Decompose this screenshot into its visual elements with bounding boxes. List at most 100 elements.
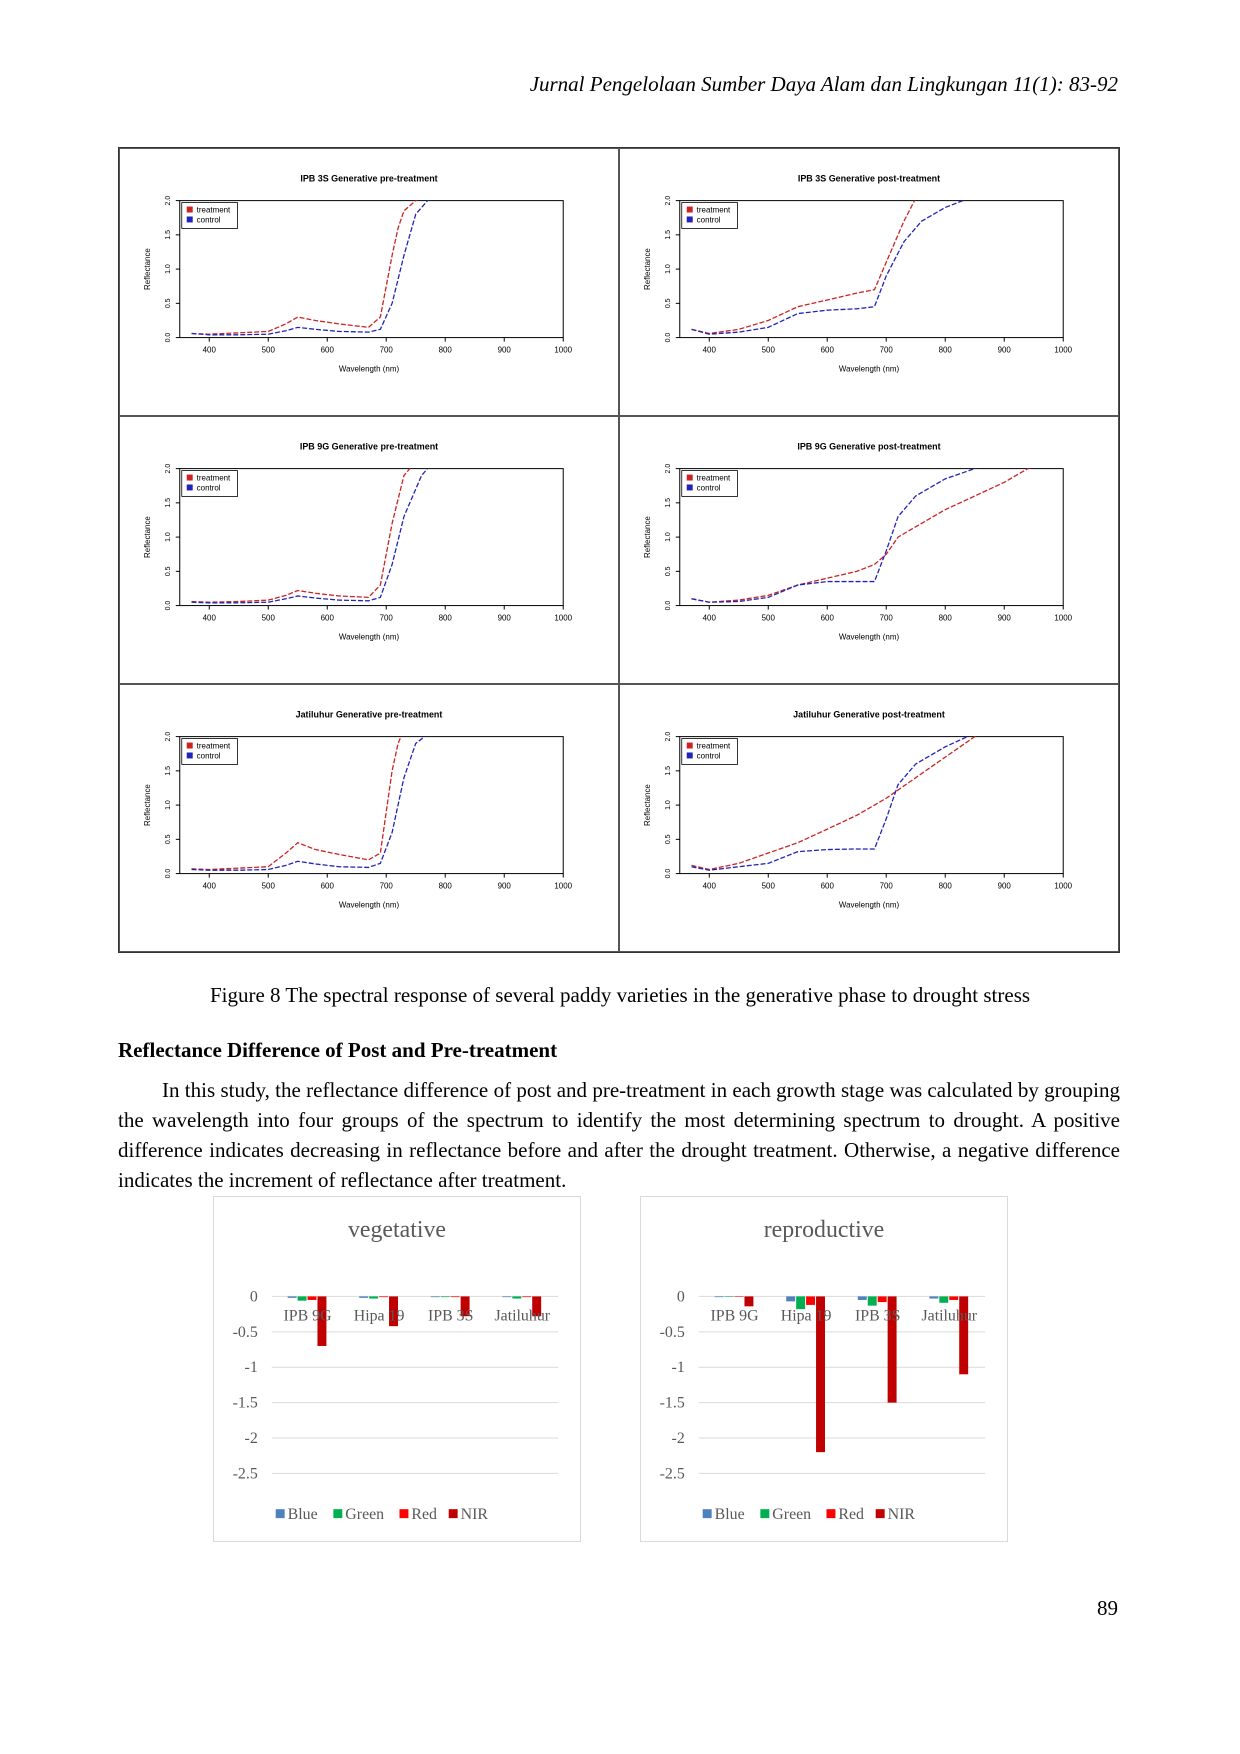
figure-8-spectral-grid: IPB 3S Generative pre-treatment 400 500 600… bbox=[118, 147, 1120, 953]
legend-swatch bbox=[275, 1509, 285, 1519]
chart-title: reproductive bbox=[764, 1217, 885, 1243]
y-tick-label: 0.5 bbox=[665, 834, 672, 844]
legend-label: treatment bbox=[197, 742, 231, 751]
legend-swatch bbox=[186, 474, 193, 481]
bar-blue bbox=[430, 1296, 440, 1298]
bar-nir bbox=[744, 1296, 754, 1307]
legend-label: control bbox=[197, 483, 221, 492]
legend-swatch bbox=[686, 216, 693, 223]
y-tick-label: 2.0 bbox=[165, 732, 172, 742]
spectral-panel-ipb3s-post: IPB 3S Generative post-treatment 400 500 60… bbox=[619, 148, 1119, 416]
legend-swatch bbox=[686, 484, 693, 491]
chart-title: vegetative bbox=[348, 1217, 446, 1243]
legend-swatch bbox=[186, 484, 193, 491]
legend-label: Green bbox=[772, 1506, 811, 1523]
legend-label: treatment bbox=[697, 206, 731, 215]
legend-label: control bbox=[697, 215, 721, 224]
legend-label: NIR bbox=[888, 1506, 916, 1523]
spectral-chart: IPB 9G Generative post-treatment 400 500 60… bbox=[643, 442, 1073, 642]
legend-swatch bbox=[186, 216, 193, 223]
series-line-treatment bbox=[691, 736, 977, 871]
spectral-panel-jatiluhur-post: Jatiluhur Generative post-treatment 400 50… bbox=[619, 684, 1119, 952]
y-tick-label: 0.5 bbox=[165, 298, 172, 308]
x-tick-label: 800 bbox=[939, 345, 953, 354]
x-tick-label: 800 bbox=[939, 613, 953, 622]
chart-title: Jatiluhur Generative post-treatment bbox=[793, 710, 945, 720]
y-axis-label: Reflectance bbox=[643, 248, 652, 290]
bar-red bbox=[522, 1296, 532, 1298]
legend-swatch bbox=[760, 1509, 770, 1519]
x-tick-label: 700 bbox=[380, 345, 394, 354]
legend-label: treatment bbox=[197, 206, 231, 215]
bar-chart-reproductive: reproductive 0 -0.5 -1 -1.5 -2 -2.5 IPB 9G Hipa … bbox=[640, 1196, 1008, 1542]
legend-label: Red bbox=[411, 1506, 437, 1523]
x-tick-label: 900 bbox=[498, 613, 512, 622]
legend-label: Blue bbox=[715, 1506, 745, 1523]
legend-swatch bbox=[448, 1509, 458, 1519]
bar-green bbox=[440, 1296, 450, 1298]
x-tick-label: 500 bbox=[762, 613, 776, 622]
x-axis-label: Wavelength (nm) bbox=[839, 364, 900, 373]
bar-green bbox=[512, 1296, 522, 1299]
y-tick-label: 2.0 bbox=[665, 732, 672, 742]
bar-blue bbox=[929, 1296, 939, 1299]
x-tick-label: 1000 bbox=[1054, 613, 1072, 622]
series-line-treatment bbox=[691, 468, 1032, 603]
bar-chart-svg: reproductive 0 -0.5 -1 -1.5 -2 -2.5 IPB 9G Hipa … bbox=[660, 1217, 986, 1523]
chart-title: Jatiluhur Generative pre-treatment bbox=[296, 710, 443, 720]
x-tick-label: 500 bbox=[262, 881, 276, 890]
series-line-control bbox=[691, 468, 978, 603]
legend-swatch bbox=[686, 206, 693, 213]
x-tick-label: 500 bbox=[262, 345, 276, 354]
series-line-control bbox=[691, 736, 969, 871]
series-line-control bbox=[691, 200, 964, 335]
legend-swatch bbox=[875, 1509, 885, 1519]
bar-red bbox=[949, 1296, 959, 1300]
page-number: 89 bbox=[1097, 1596, 1118, 1620]
x-tick-label: 900 bbox=[498, 345, 512, 354]
bar-blue bbox=[502, 1296, 512, 1298]
category-label: Hipa 19 bbox=[781, 1307, 832, 1324]
x-tick-label: 600 bbox=[821, 345, 835, 354]
x-tick-label: 500 bbox=[762, 345, 776, 354]
x-axis-label: Wavelength (nm) bbox=[339, 632, 400, 641]
x-tick-label: 1000 bbox=[554, 345, 572, 354]
plot-frame bbox=[679, 468, 1064, 607]
chart-title: IPB 9G Generative pre-treatment bbox=[300, 442, 438, 452]
y-tick-label: 0.0 bbox=[665, 601, 672, 611]
y-tick-label: 0.0 bbox=[665, 333, 672, 343]
spectral-panel-ipb3s-pre: IPB 3S Generative pre-treatment 400 500 600… bbox=[119, 148, 619, 416]
y-tick-label: 1.0 bbox=[665, 532, 672, 542]
y-tick-label: 1.0 bbox=[165, 800, 172, 810]
legend-label: Red bbox=[838, 1506, 864, 1523]
bar-chart-svg: vegetative 0 -0.5 -1 -1.5 -2 -2.5 IPB 9G Hipa 19… bbox=[233, 1217, 559, 1523]
series-line-treatment bbox=[691, 200, 916, 335]
chart-title: IPB 3S Generative post-treatment bbox=[798, 174, 940, 184]
x-tick-label: 900 bbox=[998, 613, 1012, 622]
legend-swatch bbox=[826, 1509, 836, 1519]
x-tick-label: 500 bbox=[262, 613, 276, 622]
category-label: Jatiluhur bbox=[494, 1307, 550, 1324]
y-tick-label: 1.0 bbox=[165, 532, 172, 542]
x-tick-label: 600 bbox=[821, 613, 835, 622]
bar-nir bbox=[317, 1296, 327, 1346]
plot-frame bbox=[679, 736, 1064, 875]
x-tick-label: 700 bbox=[380, 613, 394, 622]
legend-swatch bbox=[333, 1509, 343, 1519]
legend-swatch bbox=[399, 1509, 409, 1519]
legend-label: treatment bbox=[697, 474, 731, 483]
chart-legend: Blue Green Red NIR bbox=[702, 1506, 916, 1523]
x-axis-label: Wavelength (nm) bbox=[839, 900, 900, 909]
bar-nir bbox=[887, 1296, 897, 1403]
x-tick-label: 1000 bbox=[554, 881, 572, 890]
section-heading: Reflectance Difference of Post and Pre-t… bbox=[118, 1038, 558, 1062]
spectral-chart: IPB 9G Generative pre-treatment 400 500 600… bbox=[143, 442, 573, 642]
bar-red bbox=[307, 1296, 317, 1300]
x-tick-label: 700 bbox=[880, 613, 894, 622]
legend-label: Blue bbox=[288, 1506, 318, 1523]
x-tick-label: 400 bbox=[703, 881, 717, 890]
category-label: IPB 3S bbox=[855, 1307, 900, 1324]
legend-label: control bbox=[197, 215, 221, 224]
